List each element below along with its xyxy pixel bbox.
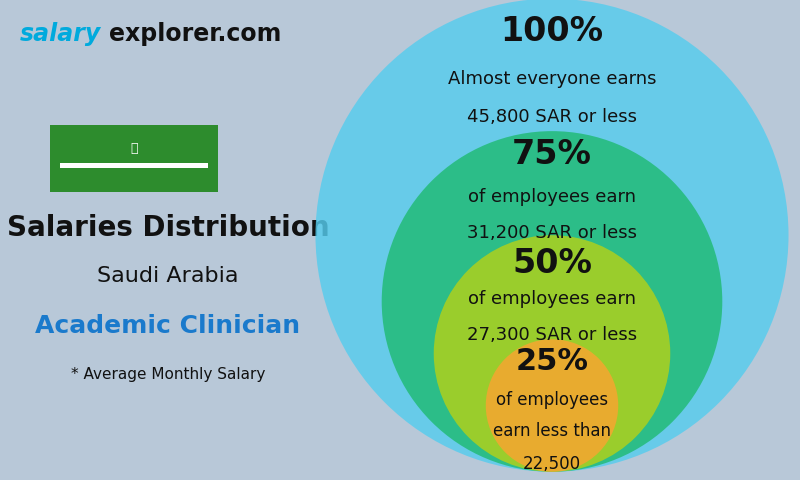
Text: 45,800 SAR or less: 45,800 SAR or less xyxy=(467,108,637,126)
Text: * Average Monthly Salary: * Average Monthly Salary xyxy=(71,367,265,382)
Text: of employees: of employees xyxy=(496,391,608,409)
Text: 27,300 SAR or less: 27,300 SAR or less xyxy=(467,325,637,344)
Text: Saudi Arabia: Saudi Arabia xyxy=(98,266,238,287)
Circle shape xyxy=(315,0,789,472)
Text: 50%: 50% xyxy=(512,247,592,280)
Text: salary: salary xyxy=(20,22,102,46)
Text: 75%: 75% xyxy=(512,138,592,171)
Text: Almost everyone earns: Almost everyone earns xyxy=(448,70,656,88)
Text: explorer.com: explorer.com xyxy=(109,22,282,46)
Text: 31,200 SAR or less: 31,200 SAR or less xyxy=(467,224,637,242)
Text: earn less than: earn less than xyxy=(493,421,611,440)
Text: 100%: 100% xyxy=(501,15,603,48)
Text: Academic Clinician: Academic Clinician xyxy=(35,314,301,338)
Text: ﷺ: ﷺ xyxy=(130,142,138,155)
Text: 22,500: 22,500 xyxy=(523,455,581,473)
Text: of employees earn: of employees earn xyxy=(468,290,636,308)
Bar xyxy=(50,125,218,192)
Text: 25%: 25% xyxy=(515,348,589,376)
Circle shape xyxy=(434,235,670,472)
Bar xyxy=(61,163,208,168)
Text: of employees earn: of employees earn xyxy=(468,188,636,206)
Circle shape xyxy=(382,131,722,472)
Text: Salaries Distribution: Salaries Distribution xyxy=(6,214,330,241)
Circle shape xyxy=(486,339,618,472)
